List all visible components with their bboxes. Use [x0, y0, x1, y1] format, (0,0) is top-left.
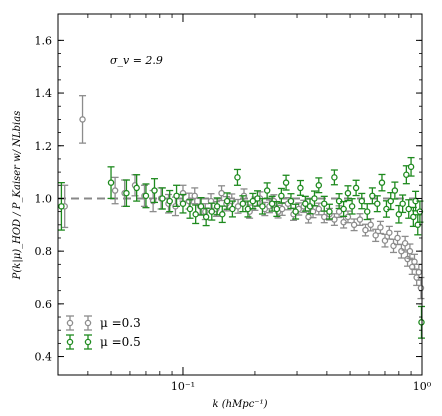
- data-point: [234, 203, 242, 210]
- data-point: [151, 187, 158, 194]
- x-tick-label: 10⁻¹: [171, 380, 195, 393]
- data-point: [350, 221, 358, 229]
- data-point: [362, 226, 369, 234]
- data-point: [398, 247, 405, 255]
- data-point: [79, 116, 86, 123]
- data-point: [263, 187, 271, 194]
- data-point: [259, 203, 266, 210]
- data-point: [197, 203, 205, 210]
- data-point: [218, 189, 225, 197]
- data-point: [386, 229, 393, 236]
- data-point: [331, 174, 338, 181]
- data-point: [208, 208, 216, 215]
- data-point: [166, 197, 173, 205]
- series-1: [57, 156, 425, 339]
- data-point: [387, 197, 394, 205]
- y-axis-label: P(k|μ)_HOD / P_Kaiser w/ NLbias: [12, 111, 23, 281]
- data-point: [186, 205, 194, 213]
- data-point: [344, 189, 352, 197]
- data-point: [278, 205, 286, 213]
- data-point: [415, 268, 423, 276]
- data-point: [202, 208, 209, 215]
- data-point: [287, 197, 295, 205]
- data-point: [377, 224, 384, 231]
- data-point: [268, 200, 276, 207]
- data-point: [229, 205, 236, 213]
- data-point: [58, 203, 65, 210]
- data-point: [192, 211, 199, 218]
- data-point: [292, 208, 299, 215]
- data-point: [173, 192, 180, 200]
- x-axis-label: k (hMpc⁻¹): [212, 399, 267, 410]
- data-point: [107, 179, 115, 186]
- data-point: [84, 338, 92, 346]
- data-point: [406, 247, 414, 255]
- data-point: [410, 213, 417, 221]
- data-point: [378, 179, 386, 186]
- data-point: [407, 163, 415, 171]
- data-point: [326, 208, 333, 215]
- data-point: [363, 208, 371, 215]
- data-point: [391, 187, 399, 194]
- data-point: [84, 319, 92, 327]
- data-point: [311, 195, 318, 202]
- annotation: σ_v = 2.9: [110, 54, 163, 67]
- data-point: [297, 184, 304, 192]
- data-point: [401, 239, 409, 247]
- data-point: [302, 200, 309, 207]
- x-tick-label: 10⁰: [413, 380, 432, 393]
- y-tick-label: 1.4: [35, 87, 53, 100]
- data-point: [374, 200, 381, 207]
- data-point: [133, 184, 140, 192]
- plot-frame: [57, 13, 423, 376]
- data-point: [249, 197, 257, 205]
- data-point: [394, 234, 401, 242]
- data-point: [273, 205, 281, 213]
- data-point: [417, 284, 425, 292]
- y-tick-label: 1.6: [35, 34, 53, 47]
- data-point: [66, 338, 74, 346]
- data-point: [191, 192, 198, 200]
- data-point: [234, 174, 241, 181]
- y-tick-label: 0.8: [35, 245, 53, 258]
- y-tick-label: 0.6: [35, 298, 53, 311]
- data-point: [159, 195, 166, 202]
- data-point: [358, 197, 366, 205]
- data-point: [278, 192, 285, 200]
- legend-label: μ =0.5: [100, 335, 141, 349]
- legend-label: μ =0.3: [100, 316, 141, 330]
- data-point: [179, 200, 187, 207]
- data-point: [239, 200, 247, 207]
- data-point: [111, 187, 119, 194]
- data-point: [123, 189, 130, 197]
- y-tick-label: 0.4: [35, 351, 53, 364]
- data-point: [411, 258, 418, 265]
- data-point: [315, 205, 323, 213]
- data-point: [356, 216, 364, 223]
- data-point: [367, 221, 374, 229]
- data-point: [418, 319, 425, 326]
- data-point: [66, 319, 74, 327]
- data-point: [348, 203, 356, 210]
- data-point: [399, 200, 406, 207]
- data-point: [305, 213, 312, 221]
- data-point: [142, 192, 150, 200]
- y-tick-label: 1.2: [35, 140, 53, 153]
- data-point: [321, 213, 328, 221]
- data-point: [340, 205, 347, 213]
- data-point: [352, 184, 360, 192]
- data-point: [219, 211, 226, 218]
- data-point: [202, 213, 210, 221]
- y-tick-label: 1.0: [35, 192, 53, 205]
- data-point: [282, 179, 290, 186]
- data-point: [315, 182, 323, 189]
